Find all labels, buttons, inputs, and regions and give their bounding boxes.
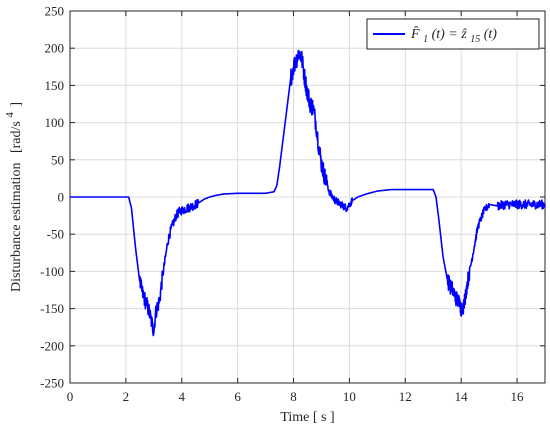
- x-tick-label: 0: [67, 389, 74, 404]
- x-tick-label: 6: [234, 389, 241, 404]
- y-tick-label: 150: [45, 78, 65, 93]
- y-tick-label: 0: [58, 190, 65, 205]
- series-line: [69, 49, 546, 337]
- legend-lhs: F̂: [410, 26, 420, 42]
- y-tick-label: -50: [47, 227, 64, 242]
- legend-rhs: ẑ: [460, 27, 467, 42]
- y-axis-label-main: Disturbance estimation: [9, 163, 24, 292]
- y-tick-label: 200: [45, 41, 65, 56]
- y-tick-label: -250: [40, 376, 64, 391]
- y-tick-label: -200: [40, 338, 64, 353]
- x-tick-label: 4: [179, 389, 186, 404]
- y-axis-label: Disturbance estimation [rad/s 4 ]: [2, 102, 24, 292]
- y-tick-label: 100: [45, 115, 65, 130]
- legend-rhs-arg: (t): [484, 27, 498, 42]
- x-tick-label: 10: [343, 389, 356, 404]
- legend-entry-label: F̂ 1 (t) = ẑ 15 (t): [410, 26, 497, 46]
- x-tick-label: 16: [511, 389, 525, 404]
- y-axis-label-unit: [rad/s: [9, 121, 24, 153]
- y-tick-label: 250: [45, 4, 65, 19]
- x-tick-label: 2: [123, 389, 130, 404]
- series-layer: [69, 49, 546, 337]
- x-tick-label: 14: [455, 389, 469, 404]
- x-tick-label: 8: [290, 389, 297, 404]
- legend-lhs-arg: (t) =: [432, 27, 462, 42]
- axis-ticks: [69, 10, 545, 384]
- legend-rhs-sub: 15: [470, 34, 480, 45]
- grid-lines: [69, 10, 545, 384]
- x-axis-label: Time [ s ]: [280, 410, 334, 425]
- y-tick-label: -100: [40, 264, 64, 279]
- legend-lhs-sub: 1: [423, 34, 428, 45]
- x-tick-label: 12: [399, 389, 412, 404]
- y-axis-label-unit-close: ]: [9, 102, 24, 107]
- axis-tick-labels: 0 2 4 6 8 10 12 14 16 -250 -200 -150 -100 -50 0 50 100 15…: [40, 4, 524, 405]
- y-axis-label-unit-exponent: 4: [4, 112, 16, 118]
- y-tick-label: 50: [51, 152, 64, 167]
- y-tick-label: -150: [40, 301, 64, 316]
- legend: F̂ 1 (t) = ẑ 15 (t): [366, 18, 540, 50]
